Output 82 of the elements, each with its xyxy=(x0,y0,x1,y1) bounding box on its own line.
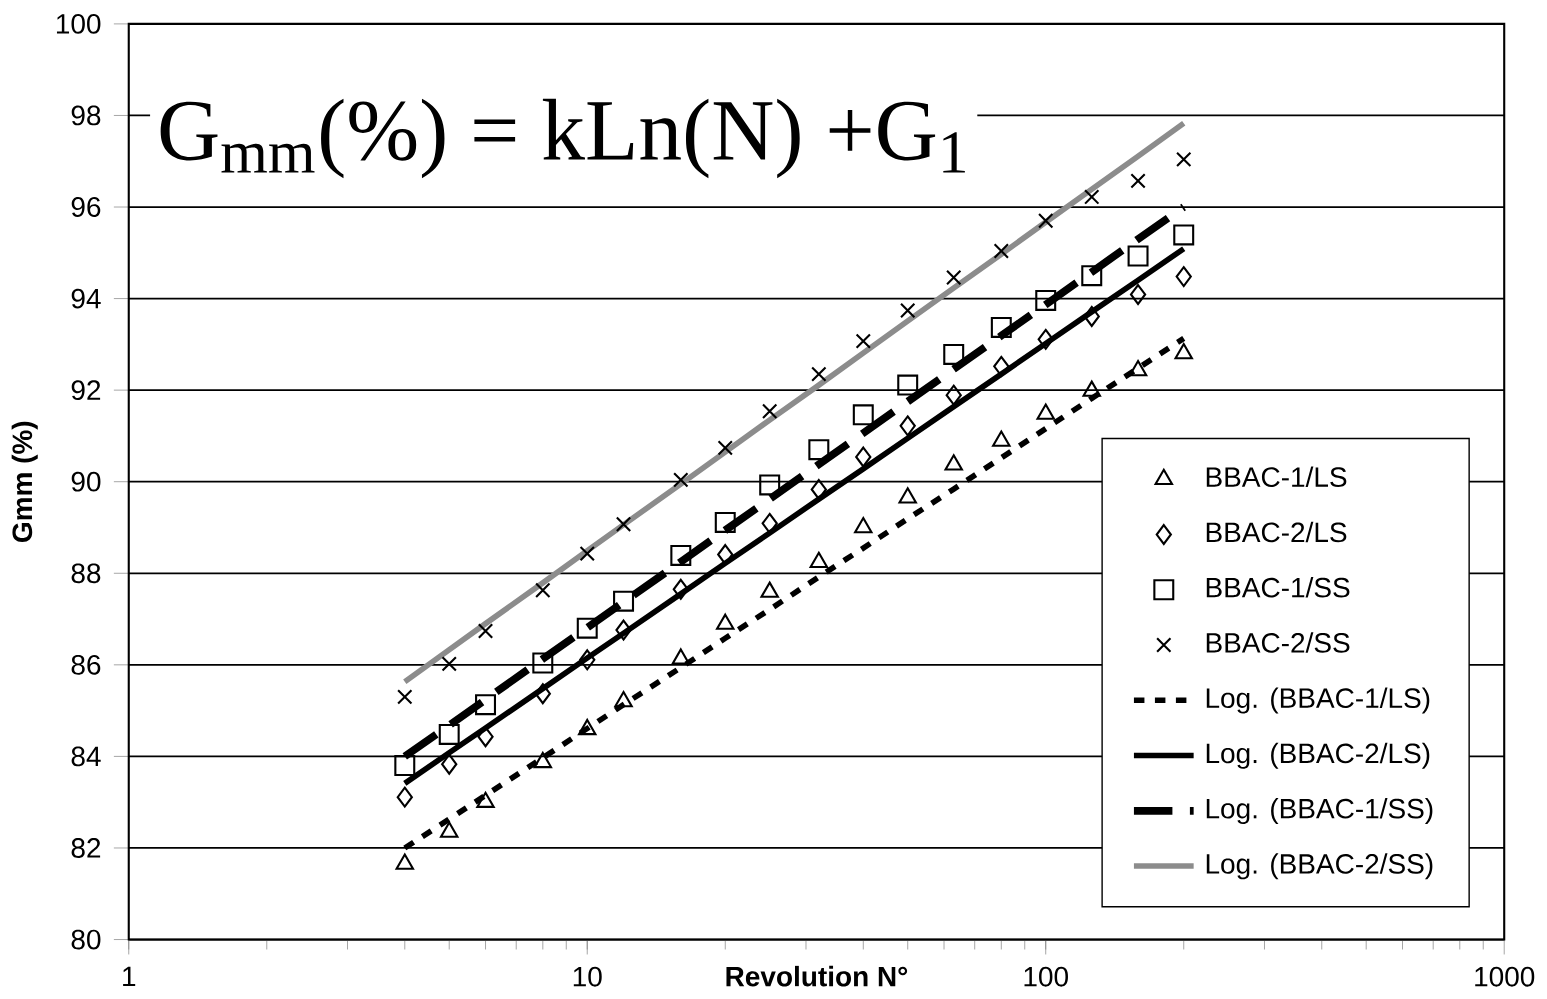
y-tick-label: 92 xyxy=(71,380,101,400)
point xyxy=(760,581,779,598)
point xyxy=(945,384,962,406)
y-tick-label: 84 xyxy=(71,746,101,767)
point xyxy=(1081,265,1103,287)
point xyxy=(394,754,416,776)
point xyxy=(441,656,457,672)
point xyxy=(897,374,919,396)
point xyxy=(761,512,778,534)
point xyxy=(578,718,597,736)
point xyxy=(899,415,916,437)
point xyxy=(854,516,873,534)
point xyxy=(993,243,1010,259)
y-tick-label: 80 xyxy=(71,929,101,950)
point xyxy=(1176,151,1192,167)
point xyxy=(396,786,413,808)
point xyxy=(1084,189,1100,205)
point xyxy=(438,723,460,745)
point xyxy=(534,683,551,705)
legend-label: Log. (BBAC-1/SS) xyxy=(1206,797,1433,824)
point xyxy=(1130,173,1146,189)
legend-label: BBAC-1/LS xyxy=(1206,466,1347,487)
point xyxy=(855,333,872,349)
point xyxy=(671,648,691,665)
y-tick-label: 86 xyxy=(71,654,101,675)
point xyxy=(1175,265,1192,287)
point xyxy=(852,404,874,426)
legend-label: BBAC-2/SS xyxy=(1206,632,1350,653)
point xyxy=(1127,245,1149,267)
point xyxy=(944,454,963,471)
point xyxy=(1129,283,1147,305)
point xyxy=(439,821,459,838)
point xyxy=(533,751,553,769)
point xyxy=(716,613,735,630)
point xyxy=(1037,328,1054,350)
y-tick-label: 100 xyxy=(56,13,101,34)
point xyxy=(441,753,458,775)
y-tick-label: 88 xyxy=(71,563,101,584)
annotation: G$_{mm}$(%) = kLn(N) +G$_{1}$ xyxy=(160,98,965,178)
y-tick-label: 94 xyxy=(71,288,101,309)
x-tick-label: 100 xyxy=(1024,966,1068,987)
point xyxy=(717,543,734,565)
point xyxy=(579,649,596,671)
point xyxy=(395,853,415,870)
point xyxy=(670,544,692,566)
point xyxy=(1173,224,1195,246)
y-axis-title: Gmm (%) xyxy=(11,421,38,542)
point xyxy=(397,689,413,705)
point xyxy=(1083,305,1100,327)
y-tick-label: 98 xyxy=(71,105,101,126)
point xyxy=(576,617,598,639)
point xyxy=(535,582,551,598)
point xyxy=(761,403,778,419)
y-tick-label: 96 xyxy=(71,197,101,217)
legend-label: BBAC-1/SS xyxy=(1206,576,1350,598)
point xyxy=(993,355,1010,377)
x-tick-label: 1000 xyxy=(1475,966,1535,987)
x-tick-label: 1 xyxy=(123,966,136,986)
point xyxy=(1038,212,1054,229)
point xyxy=(672,578,689,600)
legend-label: Log. (BBAC-2/LS) xyxy=(1206,742,1430,769)
x-tick-label: 10 xyxy=(573,966,602,987)
point xyxy=(899,302,916,319)
y-tick-label: 90 xyxy=(71,471,101,492)
point xyxy=(714,511,736,533)
point xyxy=(579,545,595,562)
point xyxy=(1035,289,1057,311)
y-tick-label: 82 xyxy=(71,837,101,858)
legend-label: Log. (BBAC-1/LS) xyxy=(1206,687,1430,714)
point xyxy=(945,269,962,286)
point xyxy=(759,474,781,496)
x-axis-title: Revolution N° xyxy=(726,965,908,987)
point xyxy=(717,439,733,456)
legend-label: Log. (BBAC-2/SS) xyxy=(1206,853,1433,880)
point xyxy=(855,446,872,468)
point xyxy=(990,316,1012,338)
point xyxy=(898,487,917,504)
point xyxy=(673,472,689,488)
point xyxy=(943,343,965,365)
point xyxy=(810,478,827,500)
point xyxy=(532,652,554,674)
legend-label: BBAC-2/LS xyxy=(1206,521,1347,543)
